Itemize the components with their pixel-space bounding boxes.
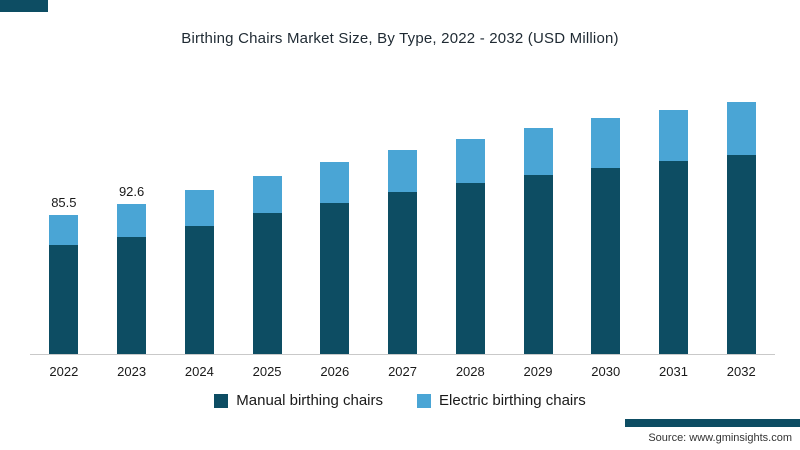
x-axis-label: 2025 bbox=[252, 364, 282, 379]
legend-swatch-electric bbox=[417, 393, 432, 408]
total-label: 92.6 bbox=[118, 183, 145, 199]
x-axis-label: 2022 bbox=[49, 364, 79, 379]
bar-column bbox=[369, 130, 437, 354]
total-label bbox=[536, 108, 540, 123]
x-axis-labels: 2022 2023 2024 2025 2026 2027 2028 2029 2030 2031… bbox=[30, 355, 775, 379]
legend-item-manual: Manual birthing chairs bbox=[214, 392, 383, 409]
bar-column bbox=[301, 142, 369, 354]
bar-segment-electric bbox=[320, 162, 350, 203]
bar-column bbox=[436, 119, 504, 354]
plot-area: 85.5 92.6 2022 2023 2024 2025 2026 2027 2028 202… bbox=[30, 55, 775, 379]
x-axis-label: 2030 bbox=[591, 364, 621, 379]
bar-segment-manual bbox=[591, 167, 621, 354]
bar-segment-manual bbox=[184, 225, 214, 354]
bars-container: 85.5 92.6 bbox=[30, 55, 775, 355]
bar-segment-manual bbox=[388, 192, 418, 354]
x-axis-label: 2024 bbox=[184, 364, 214, 379]
total-label bbox=[333, 142, 337, 157]
x-axis-label: 2027 bbox=[388, 364, 417, 379]
bar-segment-manual bbox=[658, 161, 688, 354]
x-axis-label: 2023 bbox=[117, 364, 147, 379]
bar-column bbox=[640, 90, 708, 354]
total-label bbox=[739, 82, 743, 97]
x-axis-label: 2029 bbox=[523, 364, 553, 379]
bar-segment-manual bbox=[49, 245, 79, 354]
x-axis-label: 2032 bbox=[726, 364, 756, 379]
bar-segment-electric bbox=[455, 138, 485, 184]
total-label bbox=[198, 170, 202, 185]
x-axis-label: 2031 bbox=[659, 364, 688, 379]
bar-column bbox=[233, 156, 301, 354]
bar-segment-electric bbox=[658, 110, 688, 162]
bottom-right-accent-bar bbox=[625, 419, 800, 427]
bar-segment-manual bbox=[320, 202, 350, 354]
top-left-accent-bar bbox=[0, 0, 48, 12]
bar-segment-electric bbox=[184, 189, 214, 226]
x-axis-label: 2026 bbox=[320, 364, 350, 379]
bar-segment-manual bbox=[455, 183, 485, 354]
total-label bbox=[468, 119, 472, 134]
bar-segment-manual bbox=[252, 213, 282, 354]
bar-segment-electric bbox=[523, 128, 553, 176]
total-label bbox=[672, 90, 676, 105]
bar-column bbox=[504, 108, 572, 354]
bar-segment-electric bbox=[591, 118, 621, 168]
legend-label-electric: Electric birthing chairs bbox=[439, 392, 586, 409]
legend-item-electric: Electric birthing chairs bbox=[417, 392, 586, 409]
bar-segment-manual bbox=[523, 175, 553, 354]
bar-column: 92.6 bbox=[98, 183, 166, 354]
total-label bbox=[265, 156, 269, 171]
chart-title: Birthing Chairs Market Size, By Type, 20… bbox=[181, 30, 619, 47]
bar-segment-manual bbox=[726, 154, 756, 354]
source-area: Source: www.gminsights.com bbox=[625, 419, 800, 444]
bar-segment-electric bbox=[252, 176, 282, 214]
source-text: Source: www.gminsights.com bbox=[648, 432, 792, 444]
total-label bbox=[401, 130, 405, 145]
bar-segment-manual bbox=[117, 237, 147, 354]
legend: Manual birthing chairs Electric birthing… bbox=[0, 392, 800, 409]
bar-column bbox=[165, 170, 233, 354]
bar-column bbox=[707, 82, 775, 354]
total-label bbox=[604, 98, 608, 113]
legend-swatch-manual bbox=[214, 393, 229, 408]
bar-column bbox=[572, 98, 640, 354]
legend-label-manual: Manual birthing chairs bbox=[236, 392, 384, 409]
bar-segment-electric bbox=[388, 150, 418, 193]
x-axis-label: 2028 bbox=[455, 364, 485, 379]
bar-segment-electric bbox=[117, 203, 147, 237]
bar-column: 85.5 bbox=[30, 195, 98, 354]
bar-segment-electric bbox=[49, 215, 79, 246]
total-label: 85.5 bbox=[51, 195, 77, 211]
bar-segment-electric bbox=[726, 102, 756, 155]
